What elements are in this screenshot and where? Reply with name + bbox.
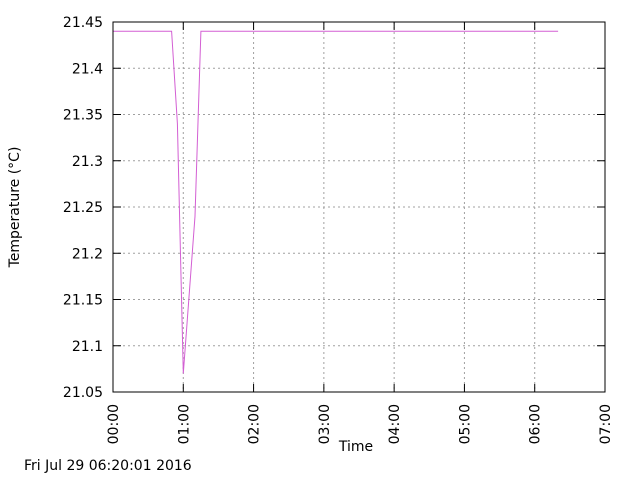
y-tick-label: 21.35 [63, 108, 103, 124]
x-tick-label: 07:00 [598, 404, 614, 444]
tick-marks [112, 21, 606, 393]
y-tick-label: 21.4 [72, 61, 103, 77]
y-tick-labels: 21.05 21.1 21.15 21.2 21.25 21.3 21.35 21.4 21.4… [63, 15, 103, 401]
y-tick-label: 21.25 [63, 200, 103, 216]
x-tick-label: 01:00 [176, 404, 192, 444]
series-layer [113, 30, 559, 374]
x-tick-label: 03:00 [317, 404, 333, 444]
y-tick-label: 21.05 [63, 385, 103, 401]
x-tick-labels: 00:00 01:00 02:00 03:00 04:00 05:00 06:00 07:00 [106, 404, 614, 444]
x-tick-label: 06:00 [528, 404, 544, 444]
y-tick-label: 21.45 [63, 15, 103, 31]
x-tick-label: 02:00 [247, 404, 263, 444]
grid-lines [113, 22, 605, 392]
y-tick-label: 21.3 [72, 154, 103, 170]
timestamp-footer: Fri Jul 29 06:20:01 2016 [24, 458, 192, 474]
y-tick-label: 21.15 [63, 293, 103, 309]
x-axis-label: Time [338, 439, 373, 455]
y-tick-label: 21.1 [72, 339, 103, 355]
x-tick-label: 05:00 [457, 404, 473, 444]
y-tick-label: 21.2 [72, 246, 103, 262]
temperature-series-line [113, 30, 559, 374]
x-tick-label: 00:00 [106, 404, 122, 444]
y-axis-label: Temperature (°C) [7, 147, 23, 269]
x-tick-label: 04:00 [387, 404, 403, 444]
